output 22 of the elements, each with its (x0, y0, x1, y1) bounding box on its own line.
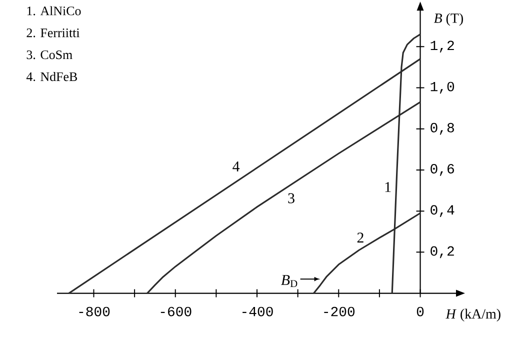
y-tick-label: 0,6 (430, 164, 454, 176)
annotation: 2. Ferriitti (26, 28, 80, 38)
x-tick-label: -800 (79, 306, 110, 316)
x-tick-label: -600 (160, 306, 192, 316)
y-tick-label: 0,2 (430, 246, 454, 258)
series-label: 1 (385, 182, 391, 192)
series-label: 2 (357, 232, 364, 243)
annotation: 4. NdFeB (26, 72, 78, 82)
x-axis-title: H (kA/m) (446, 308, 500, 322)
y-axis-title: B (T) (434, 13, 463, 26)
annotation: 1. AlNiCo (27, 6, 81, 16)
series-label: 4 (232, 161, 240, 172)
y-tick-label: 1,0 (430, 82, 454, 94)
x-tick-label: 0 (416, 306, 424, 316)
series-label: 3 (288, 193, 294, 204)
x-tick-label: -400 (242, 306, 273, 316)
x-tick-label: -200 (324, 306, 355, 316)
annotation: B$_{D}$ (281, 275, 298, 288)
y-tick-label: 1,2 (430, 40, 454, 52)
y-tick-label: 0,8 (430, 122, 454, 135)
y-tick-label: 0,4 (430, 205, 454, 217)
annotation: 3. CoSm (26, 50, 72, 60)
